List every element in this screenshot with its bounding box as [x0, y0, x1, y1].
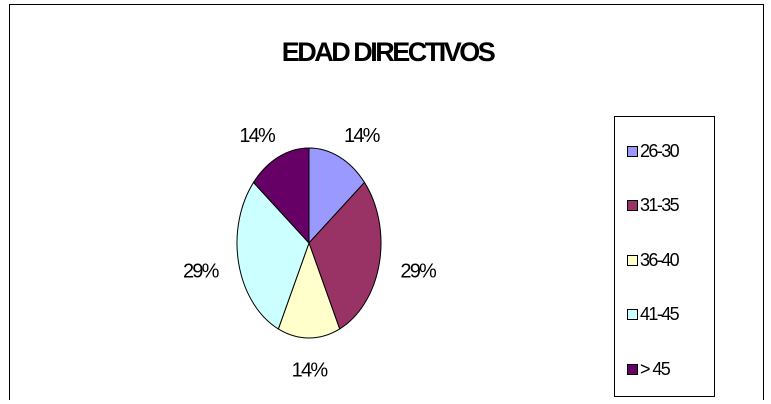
legend-label: 41-45 [640, 303, 680, 324]
legend-swatch [627, 363, 638, 375]
data-label-31-35: 29% [400, 260, 437, 282]
slice-36-40 [277, 241, 341, 339]
slice-26-30 [308, 147, 366, 245]
legend-item-41-45: 41-45 [627, 303, 680, 325]
legend-swatch [627, 145, 638, 157]
legend-label: 26-30 [640, 140, 680, 161]
legend-item-36-40: 36-40 [627, 249, 680, 271]
data-label-over-45: 14% [239, 125, 276, 147]
chart-title: EDAD DIRECTIVOS [281, 37, 496, 67]
chart-area: EDAD DIRECTIVOS 14% 29% 14% 29% 14% 26-30 31… [9, 4, 764, 400]
data-label-41-45: 29% [183, 260, 220, 282]
pie-chart: 14% 29% 14% 29% 14% [183, 125, 439, 382]
legend-item-26-30: 26-30 [627, 140, 680, 162]
legend-swatch [627, 254, 638, 266]
slice-over-45 [252, 147, 310, 245]
legend-swatch [627, 199, 638, 211]
legend-swatch [627, 308, 638, 320]
data-label-36-40: 14% [292, 360, 329, 382]
data-label-26-30: 14% [344, 125, 381, 147]
legend-label: > 45 [640, 358, 671, 379]
legend-label: 31-35 [640, 194, 680, 215]
legend-item-over-45: > 45 [627, 358, 671, 380]
legend-label: 36-40 [640, 249, 680, 270]
legend: 26-30 31-35 36-40 41-45 > 45 [614, 116, 715, 397]
slice-41-45 [236, 181, 310, 330]
legend-item-31-35: 31-35 [627, 194, 680, 216]
